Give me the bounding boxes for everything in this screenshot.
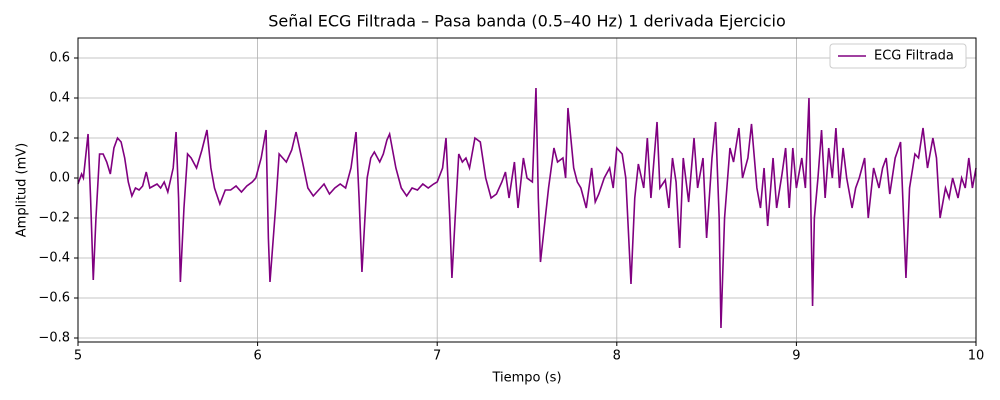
x-tick-label: 10 — [968, 349, 985, 364]
y-tick-label: −0.8 — [38, 331, 70, 346]
y-tick-label: 0.6 — [49, 51, 70, 66]
y-tick-label: 0.2 — [49, 131, 70, 146]
x-axis-label: Tiempo (s) — [491, 371, 561, 386]
x-tick-label: 5 — [74, 349, 82, 364]
plot-frame — [77, 37, 977, 343]
y-tick-label: −0.4 — [38, 251, 70, 266]
y-tick-label: 0.4 — [49, 91, 70, 106]
x-tick-label: 6 — [253, 349, 261, 364]
x-tick-label: 7 — [433, 349, 441, 364]
legend-box — [829, 43, 967, 69]
data-line — [77, 87, 977, 329]
legend-label: ECG Filtrada — [874, 49, 954, 64]
chart-title: Señal ECG Filtrada – Pasa banda (0.5–40 … — [268, 12, 785, 31]
x-tick-label: 8 — [613, 349, 621, 364]
y-tick-label: −0.2 — [38, 211, 70, 226]
y-tick-label: 0.0 — [49, 171, 70, 186]
x-tick-label: 9 — [792, 349, 800, 364]
y-axis-label: Amplitud (mV) — [15, 143, 30, 237]
y-tick-label: −0.6 — [38, 291, 70, 306]
